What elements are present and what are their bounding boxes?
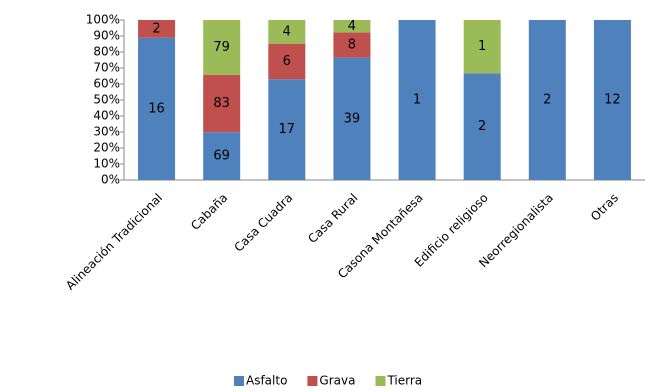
legend-label: Asfalto — [246, 374, 287, 388]
y-tick-label: 80% — [93, 45, 120, 59]
y-tick-label: 90% — [93, 29, 120, 43]
bar-segment — [398, 20, 436, 180]
x-tick-label: Otras — [588, 191, 621, 224]
legend-swatch — [307, 376, 318, 386]
bar-segment — [268, 79, 306, 180]
legend-swatch — [375, 376, 386, 386]
y-tick-label: 50% — [93, 93, 120, 107]
bar-segment — [268, 43, 306, 80]
data-label: 4 — [283, 24, 291, 39]
data-label: 8 — [348, 38, 356, 53]
data-label: 12 — [604, 93, 621, 108]
bar-segment — [333, 57, 371, 180]
data-label: 2 — [478, 119, 486, 134]
bar-segment — [333, 32, 371, 58]
data-label: 1 — [478, 39, 486, 54]
data-label: 4 — [348, 19, 356, 34]
y-tick-label: 60% — [93, 77, 120, 91]
bar-segment — [203, 132, 241, 180]
data-label: 2 — [152, 21, 160, 36]
y-tick-label: 0% — [101, 173, 120, 187]
y-tick-label: 20% — [93, 141, 120, 155]
data-label: 1 — [413, 93, 421, 108]
bar-segment — [593, 20, 631, 180]
data-label: 16 — [148, 101, 165, 116]
bar-segment — [203, 74, 241, 133]
bar-segment — [138, 20, 176, 38]
y-tick-label: 100% — [86, 13, 120, 27]
legend-swatch — [234, 376, 244, 386]
x-tick-label: Casa Rural — [305, 191, 360, 246]
data-label: 17 — [279, 122, 296, 137]
bar-segment — [268, 20, 306, 44]
legend-label: Grava — [319, 374, 355, 388]
data-label: 83 — [213, 96, 230, 111]
bar-segment — [333, 20, 371, 33]
bar-segment — [463, 73, 501, 180]
bar-segment — [528, 20, 566, 180]
data-label: 6 — [283, 54, 291, 69]
legend-label: Tierra — [386, 374, 422, 388]
x-tick-label: Alineación Tradicional — [63, 191, 165, 293]
data-label: 69 — [213, 149, 230, 164]
y-tick-label: 70% — [93, 61, 120, 75]
bar-segment — [463, 20, 501, 74]
data-label: 2 — [543, 93, 551, 108]
y-tick-label: 30% — [93, 125, 120, 139]
y-tick-label: 10% — [93, 157, 120, 171]
data-label: 39 — [344, 111, 361, 126]
x-tick-label: Cabaña — [188, 191, 230, 233]
x-tick-label: Casa Cuadra — [231, 191, 295, 255]
bar-segment — [138, 37, 176, 181]
bar-segment — [203, 20, 241, 75]
data-label: 79 — [213, 40, 230, 55]
y-tick-label: 40% — [93, 109, 120, 123]
